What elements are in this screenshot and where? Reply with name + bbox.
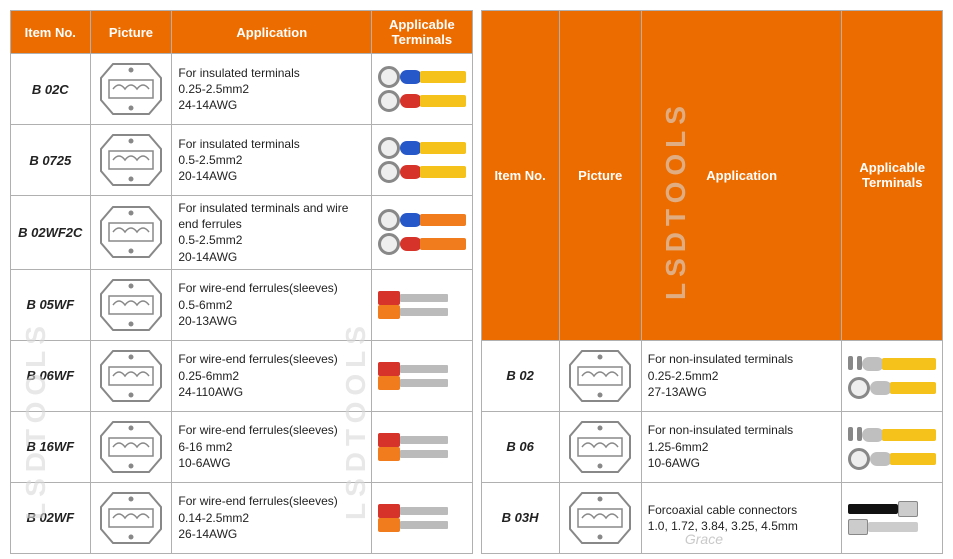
die-icon xyxy=(99,133,163,187)
cell-item: B 0725 xyxy=(11,125,91,196)
cell-terminals xyxy=(372,340,472,411)
cell-item: B 06 xyxy=(481,411,559,482)
cell-picture xyxy=(90,196,172,270)
cell-terminals xyxy=(372,125,472,196)
die-icon xyxy=(568,491,632,545)
table-row: B 02C For insulated terminals0.25-2.5mm2… xyxy=(11,54,473,125)
col-application: Application xyxy=(641,11,842,341)
cell-application: For insulated terminals0.25-2.5mm224-14A… xyxy=(172,54,372,125)
cell-terminals xyxy=(372,196,472,270)
cell-item: B 06WF xyxy=(11,340,91,411)
cell-picture xyxy=(90,482,172,553)
die-icon xyxy=(99,278,163,332)
die-icon xyxy=(99,62,163,116)
cell-application: For wire-end ferrules(sleeves)0.14-2.5mm… xyxy=(172,482,372,553)
cell-application: For non-insulated terminals0.25-2.5mm227… xyxy=(641,340,842,411)
cell-application: For non-insulated terminals1.25-6mm210-6… xyxy=(641,411,842,482)
cell-item: B 02WF2C xyxy=(11,196,91,270)
col-item: Item No. xyxy=(481,11,559,341)
table-row: B 02WF2C For insulated terminals and wir… xyxy=(11,196,473,270)
cell-picture xyxy=(559,482,641,553)
cell-picture xyxy=(90,269,172,340)
cell-terminals xyxy=(372,482,472,553)
col-terminals: Applicable Terminals xyxy=(372,11,472,54)
cell-application: For wire-end ferrules(sleeves)6-16 mm210… xyxy=(172,411,372,482)
cell-application: For wire-end ferrules(sleeves)0.25-6mm22… xyxy=(172,340,372,411)
cell-item: B 02WF xyxy=(11,482,91,553)
cell-terminals xyxy=(842,411,943,482)
table-row: B 06WF For wire-end ferrules(sleeves)0.2… xyxy=(11,340,473,411)
table-row: B 16WF For wire-end ferrules(sleeves)6-1… xyxy=(11,411,473,482)
table-left: Item No. Picture Application Applicable … xyxy=(10,10,473,554)
cell-picture xyxy=(90,340,172,411)
page: Item No. Picture Application Applicable … xyxy=(0,0,953,559)
cell-picture xyxy=(90,125,172,196)
table-row: B 05WF For wire-end ferrules(sleeves)0.5… xyxy=(11,269,473,340)
die-icon xyxy=(568,420,632,474)
signature: Grace xyxy=(685,531,723,547)
cell-picture xyxy=(559,340,641,411)
cell-application: For wire-end ferrules(sleeves)0.5-6mm220… xyxy=(172,269,372,340)
columns: Item No. Picture Application Applicable … xyxy=(0,0,953,554)
cell-picture xyxy=(559,411,641,482)
die-icon xyxy=(99,205,163,259)
col-item: Item No. xyxy=(11,11,91,54)
cell-item: B 02 xyxy=(481,340,559,411)
table-row: B 0725 For insulated terminals0.5-2.5mm2… xyxy=(11,125,473,196)
cell-terminals xyxy=(842,482,943,553)
table-right: Item No. Picture Application Applicable … xyxy=(481,10,944,554)
die-icon xyxy=(568,349,632,403)
cell-terminals xyxy=(372,411,472,482)
cell-item: B 03H xyxy=(481,482,559,553)
die-icon xyxy=(99,420,163,474)
cell-application: For insulated terminals and wire end fer… xyxy=(172,196,372,270)
table-row: B 02WF For wire-end ferrules(sleeves)0.1… xyxy=(11,482,473,553)
cell-terminals xyxy=(372,269,472,340)
cell-application: Forcoaxial cable connectors1.0, 1.72, 3.… xyxy=(641,482,842,553)
col-terminals: Applicable Terminals xyxy=(842,11,943,341)
cell-item: B 05WF xyxy=(11,269,91,340)
cell-terminals xyxy=(372,54,472,125)
cell-item: B 16WF xyxy=(11,411,91,482)
cell-picture xyxy=(90,411,172,482)
col-picture: Picture xyxy=(559,11,641,341)
table-row: B 06 For non-insulated terminals1.25-6mm… xyxy=(481,411,943,482)
col-picture: Picture xyxy=(90,11,172,54)
cell-picture xyxy=(90,54,172,125)
cell-application: For insulated terminals0.5-2.5mm220-14AW… xyxy=(172,125,372,196)
col-application: Application xyxy=(172,11,372,54)
die-icon xyxy=(99,349,163,403)
die-icon xyxy=(99,491,163,545)
cell-item: B 02C xyxy=(11,54,91,125)
cell-terminals xyxy=(842,340,943,411)
table-row: B 02 For non-insulated terminals0.25-2.5… xyxy=(481,340,943,411)
